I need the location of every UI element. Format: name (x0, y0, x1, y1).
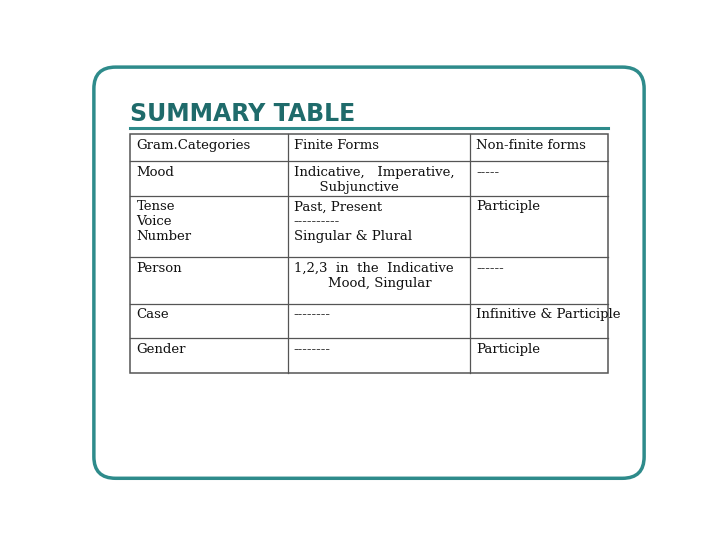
Bar (130, 134, 608, 373)
Text: Gram.Categories: Gram.Categories (137, 139, 251, 152)
Text: Mood: Mood (137, 166, 174, 179)
Text: Participle: Participle (476, 343, 540, 356)
Text: Non-finite forms: Non-finite forms (476, 139, 586, 152)
Text: -----: ----- (476, 166, 499, 179)
Text: Infinitive & Participle: Infinitive & Participle (476, 308, 621, 321)
Text: 1,2,3  in  the  Indicative
        Mood, Singular: 1,2,3 in the Indicative Mood, Singular (294, 262, 454, 290)
Text: Indicative,   Imperative,
      Subjunctive: Indicative, Imperative, Subjunctive (294, 166, 454, 194)
Text: SUMMARY TABLE: SUMMARY TABLE (130, 102, 356, 126)
Text: Participle: Participle (476, 200, 540, 213)
Text: --------: -------- (294, 308, 330, 321)
Text: Case: Case (137, 308, 169, 321)
Text: Finite Forms: Finite Forms (294, 139, 379, 152)
Text: Tense
Voice
Number: Tense Voice Number (137, 200, 192, 244)
Text: Person: Person (137, 262, 182, 275)
Text: Gender: Gender (137, 343, 186, 356)
Text: ------: ------ (476, 262, 504, 275)
Text: Past, Present
----------
Singular & Plural: Past, Present ---------- Singular & Plur… (294, 200, 412, 244)
FancyBboxPatch shape (94, 67, 644, 478)
Text: --------: -------- (294, 343, 330, 356)
